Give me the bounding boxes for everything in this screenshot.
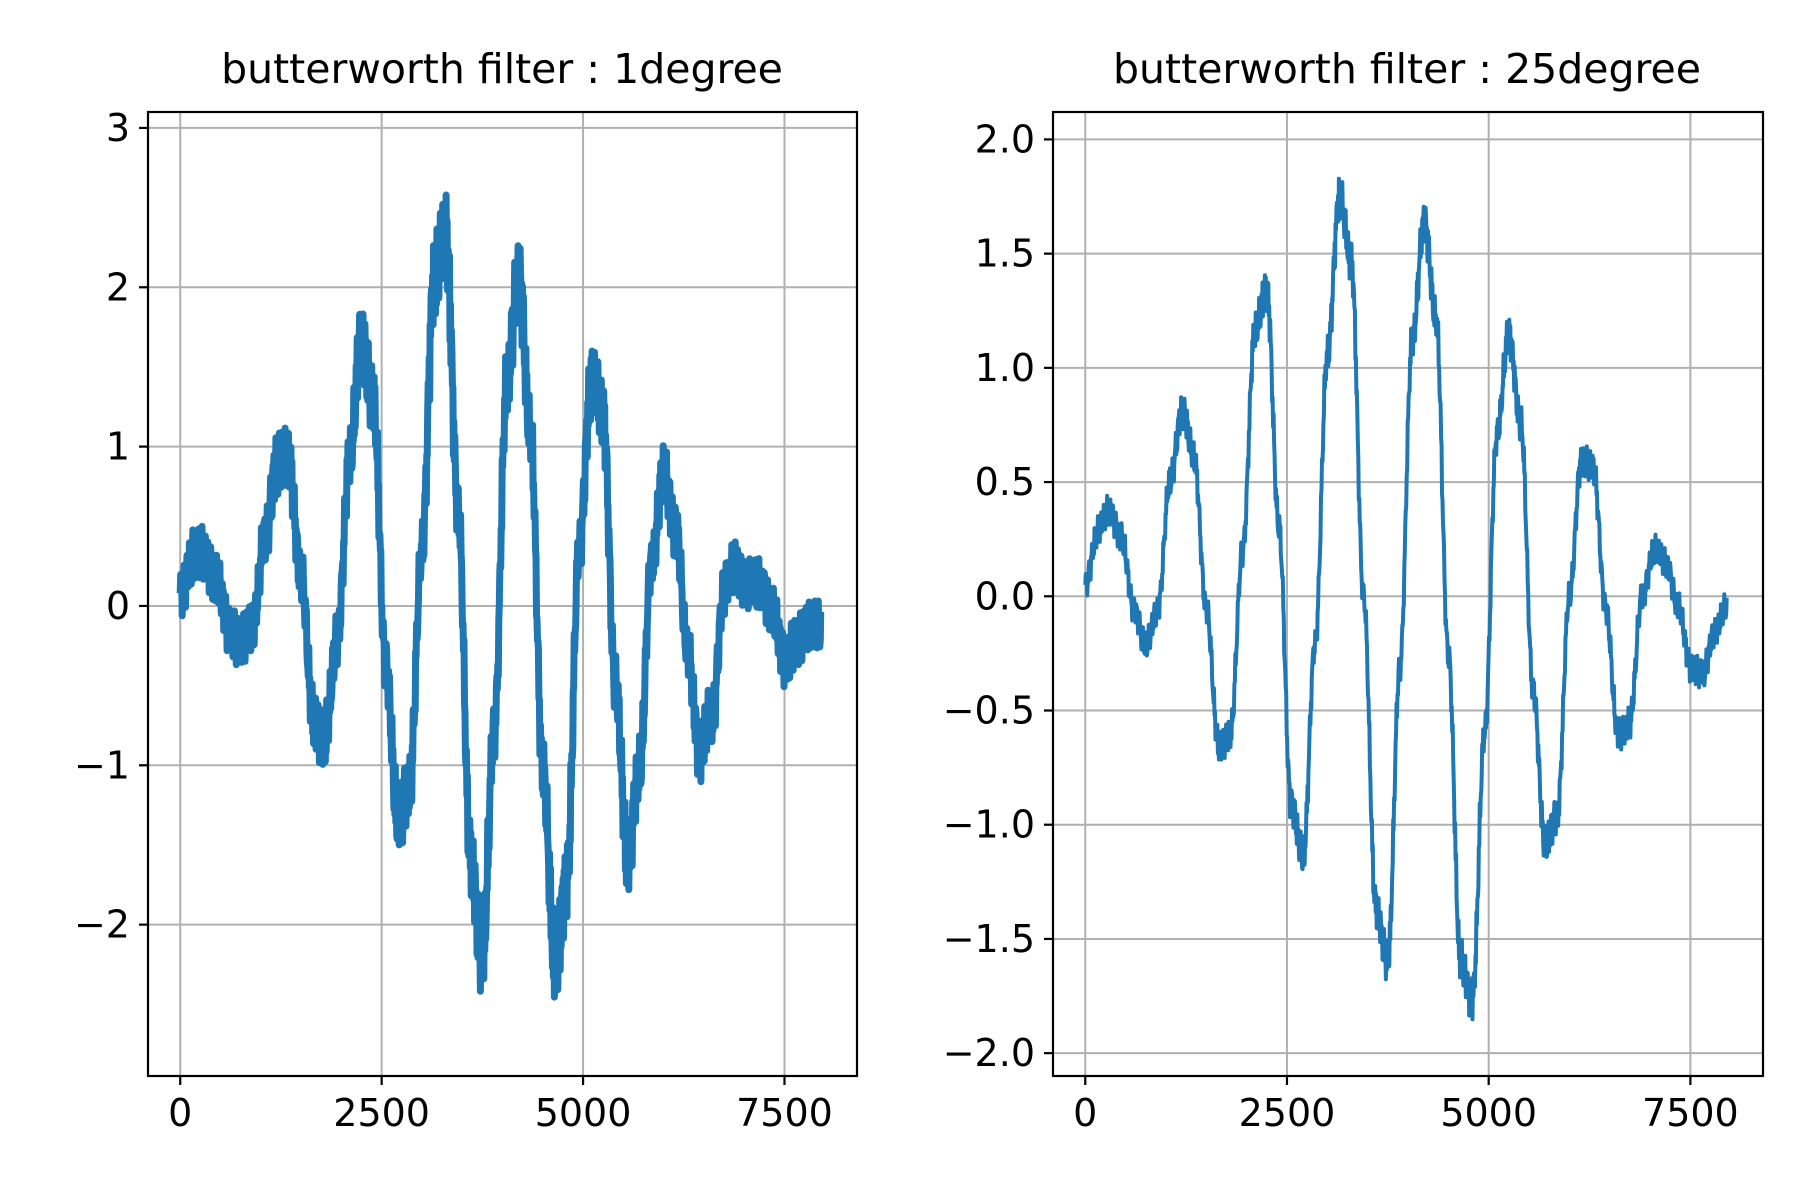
right-y-tick-label: −2.0 (943, 1031, 1035, 1075)
right-plot-frame (1051, 110, 1765, 1078)
right-y-tick-label: 1.5 (975, 232, 1035, 276)
left-y-tick-label: 3 (106, 106, 130, 150)
right-x-tick-label: 7500 (1642, 1091, 1739, 1135)
left-x-tick-label: 7500 (736, 1091, 833, 1135)
right-y-tick-label: −1.5 (943, 917, 1035, 961)
right-x-tick-label: 2500 (1239, 1091, 1336, 1135)
right-chart-title: butterworth filter : 25degree (1113, 45, 1701, 93)
left-y-tick-label: 0 (106, 584, 130, 628)
left-plot-frame (146, 110, 859, 1078)
right-x-tick-label: 5000 (1440, 1091, 1537, 1135)
left-x-tick-label: 2500 (333, 1091, 430, 1135)
left-x-tick-label: 0 (168, 1091, 192, 1135)
left-series-line (176, 191, 825, 1001)
right-series-line (1083, 176, 1729, 1022)
left-y-tick-label: 2 (106, 265, 130, 309)
right-y-tick-label: 0.0 (975, 574, 1035, 618)
right-x-tick-label: 0 (1073, 1091, 1097, 1135)
left-x-tick-label: 5000 (535, 1091, 632, 1135)
right-y-tick-label: 0.5 (975, 460, 1035, 504)
right-y-tick-label: 1.0 (975, 346, 1035, 390)
right-y-tick-label: −0.5 (943, 689, 1035, 733)
left-y-tick-label: −2 (74, 903, 130, 947)
left-chart-title: butterworth filter : 1degree (221, 45, 783, 93)
right-y-tick-label: −1.0 (943, 803, 1035, 847)
right-y-tick-label: 2.0 (975, 117, 1035, 161)
left-chart-panel: butterworth filter : 1degree 0 2500 5000 75… (74, 45, 859, 1135)
left-y-tick-label: 1 (106, 425, 130, 469)
left-y-tick-label: −1 (74, 743, 130, 787)
right-chart-panel: butterworth filter : 25degree 0 2500 5000 7… (943, 45, 1765, 1135)
